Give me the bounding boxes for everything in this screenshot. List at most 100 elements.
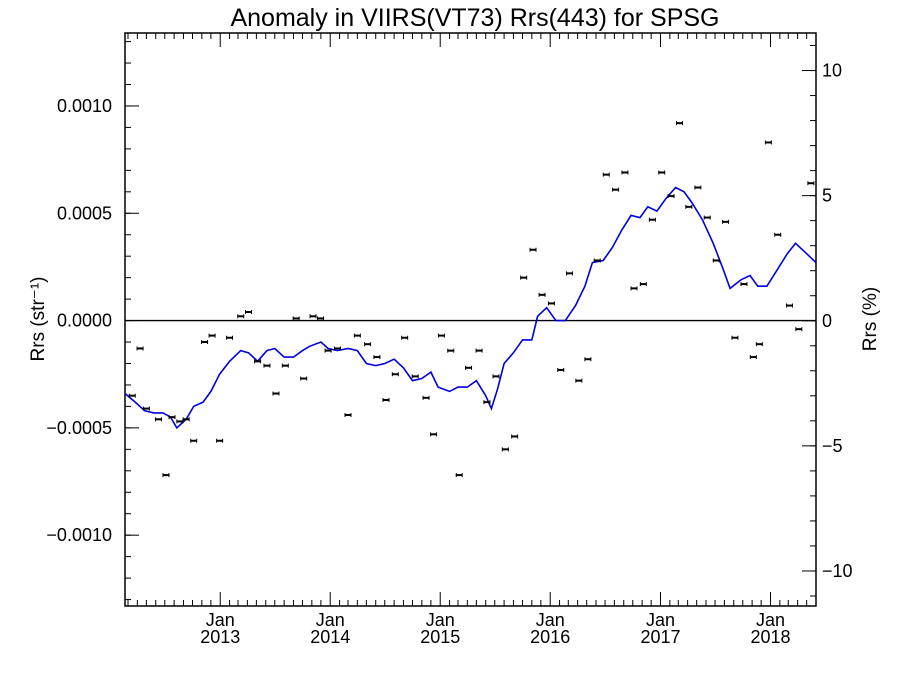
- data-point: [168, 415, 176, 420]
- y2-tick-label: 0: [822, 311, 832, 331]
- data-point: [501, 447, 509, 452]
- data-point: [317, 316, 325, 321]
- x-tick-label-month: Jan: [426, 610, 455, 630]
- x-tick-label-month: Jan: [206, 610, 235, 630]
- data-point: [612, 187, 620, 192]
- x-tick-label-year: 2014: [310, 627, 350, 647]
- plot-area: [124, 32, 817, 607]
- x-axis: Jan2013Jan2014Jan2015Jan2016Jan2017Jan20…: [127, 33, 817, 647]
- data-point: [182, 417, 190, 422]
- data-point: [538, 292, 546, 297]
- data-point: [621, 170, 629, 175]
- data-point: [190, 438, 198, 443]
- data-point: [292, 316, 300, 321]
- data-point: [201, 340, 209, 345]
- plot-frame: [124, 32, 817, 607]
- chart-title: Anomaly in VIIRS(VT73) Rrs(443) for SPSG: [230, 4, 719, 32]
- data-point: [703, 215, 711, 220]
- x-tick-label-year: 2013: [200, 627, 240, 647]
- data-point: [154, 417, 162, 422]
- data-point: [208, 333, 216, 338]
- data-point: [483, 400, 491, 405]
- data-point: [162, 473, 170, 478]
- y-tick-label: −0.0005: [46, 418, 112, 438]
- data-point: [584, 357, 592, 362]
- data-point: [245, 309, 253, 314]
- series-points-group: [128, 121, 815, 478]
- y2-tick-label: 5: [822, 186, 832, 206]
- data-point: [547, 301, 555, 306]
- y-tick-label: −0.0010: [46, 525, 112, 545]
- x-tick-label-month: Jan: [316, 610, 345, 630]
- data-point: [411, 374, 419, 379]
- data-point: [216, 438, 224, 443]
- data-point: [281, 363, 289, 368]
- data-point: [465, 365, 473, 370]
- data-point: [237, 314, 245, 319]
- data-point: [401, 335, 409, 340]
- y-axis-label: Rrs (str⁻¹): [28, 277, 49, 362]
- data-point: [300, 376, 308, 381]
- data-point: [694, 185, 702, 190]
- x-tick-label-year: 2017: [640, 627, 680, 647]
- data-point: [142, 406, 150, 411]
- data-point: [492, 374, 500, 379]
- y-tick-label: 0.0005: [57, 203, 112, 223]
- data-point: [575, 378, 583, 383]
- data-point: [344, 413, 352, 417]
- data-point: [675, 121, 683, 126]
- data-point: [128, 393, 136, 398]
- data-point: [263, 363, 271, 368]
- data-point: [565, 271, 573, 276]
- data-point: [529, 247, 537, 252]
- data-point: [685, 204, 693, 209]
- data-point: [373, 355, 381, 360]
- x-tick-label-year: 2018: [750, 627, 790, 647]
- data-point: [667, 194, 675, 199]
- data-point: [324, 348, 332, 353]
- series-line-group: [124, 186, 817, 430]
- data-point: [795, 327, 803, 332]
- data-point: [511, 434, 519, 439]
- data-point: [764, 140, 772, 145]
- x-tick-label-year: 2015: [420, 627, 460, 647]
- data-point: [740, 282, 748, 287]
- y2-tick-label: −10: [822, 561, 853, 581]
- data-point: [430, 432, 438, 437]
- y2-tick-label: −5: [822, 436, 843, 456]
- data-point: [658, 170, 666, 175]
- y-axis-right: 10 5 0 −5 −10: [802, 45, 853, 597]
- data-point: [722, 219, 730, 224]
- data-point: [226, 335, 234, 340]
- data-point: [785, 303, 793, 308]
- x-tick-label-month: Jan: [756, 610, 785, 630]
- data-point: [254, 359, 262, 364]
- data-point: [602, 172, 610, 177]
- y-tick-label: 0.0010: [57, 96, 112, 116]
- x-tick-label-month: Jan: [536, 610, 565, 630]
- data-point: [731, 335, 739, 340]
- data-point: [639, 282, 647, 287]
- data-point: [309, 314, 317, 319]
- data-point: [630, 286, 638, 291]
- data-point: [593, 258, 601, 263]
- smoothed-anomaly-line: [124, 186, 817, 430]
- data-point: [712, 258, 720, 263]
- x-tick-label-year: 2016: [530, 627, 570, 647]
- data-point: [437, 333, 445, 338]
- data-point: [272, 391, 280, 396]
- data-point: [391, 372, 399, 377]
- data-point: [333, 346, 341, 351]
- y-tick-label: 0.0000: [57, 311, 112, 331]
- data-point: [807, 181, 815, 186]
- data-point: [455, 473, 463, 478]
- data-point: [755, 342, 763, 347]
- y2-axis-label: Rrs (%): [860, 287, 881, 351]
- data-point: [749, 355, 757, 360]
- data-point: [382, 397, 390, 402]
- data-point: [136, 346, 144, 351]
- y-axis-left: 0.0010 0.0005 0.0000 −0.0005 −0.0010: [46, 41, 139, 601]
- data-point: [353, 333, 361, 338]
- data-point: [557, 367, 565, 372]
